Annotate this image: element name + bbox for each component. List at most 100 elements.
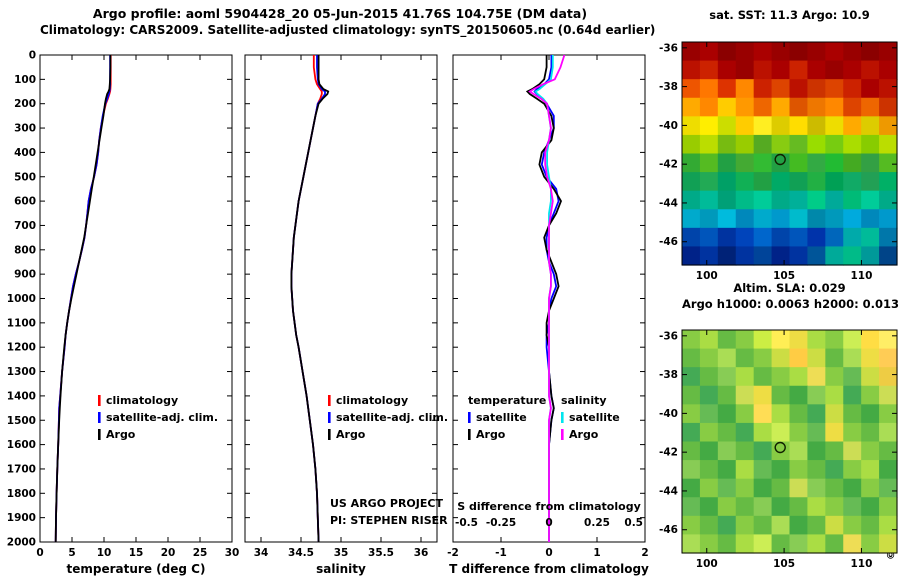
legend-label: Argo — [569, 428, 599, 441]
y-tick-label: 1800 — [7, 488, 36, 500]
y-tick-label: 1500 — [7, 415, 36, 427]
x-tick-label: 35 — [334, 547, 349, 559]
y-tick-label: 1400 — [7, 390, 36, 402]
x-tick-label: 36 — [414, 547, 429, 559]
map-y-tick-label: -46 — [659, 524, 678, 536]
x-tick-label: 2 — [641, 547, 648, 559]
inner-tick-label: 0.25 — [584, 517, 610, 529]
temperature-profile-xlabel: temperature (deg C) — [67, 562, 206, 576]
legend-marker — [468, 429, 471, 440]
sst-caption: sat. SST: 11.3 Argo: 10.9 — [709, 8, 870, 22]
map-y-tick-label: -46 — [659, 236, 678, 248]
legend-label: Argo — [476, 428, 506, 441]
map-y-tick-label: -44 — [659, 485, 678, 497]
temperature-profile-axes-box — [39, 54, 233, 543]
x-tick-label: 25 — [193, 547, 208, 559]
x-tick-label: 34.5 — [288, 547, 314, 559]
y-tick-label: 0 — [29, 50, 36, 62]
y-tick-label: 200 — [14, 98, 36, 110]
temperature-profile: 0 5 10 15 20 25 300100200300400500600700800900… — [7, 50, 240, 577]
salinity-profile-axes-box — [244, 54, 438, 543]
sst-map-border — [681, 41, 898, 266]
legend-label: Argo — [106, 428, 136, 441]
y-tick-label: 1900 — [7, 512, 36, 524]
inner-tick-label: -0.5 — [455, 517, 478, 529]
inner-tick-label: 0 — [545, 517, 552, 529]
y-tick-label: 400 — [14, 147, 36, 159]
x-tick-label: 15 — [129, 547, 144, 559]
difference-profile: -2 -1 0 1 2 T difference from climatology temp… — [447, 54, 649, 576]
x-tick-label: 0 — [545, 547, 552, 559]
annotation: PI: STEPHEN RISER — [330, 514, 448, 527]
y-tick-label: 1300 — [7, 366, 36, 378]
annotation: US ARGO PROJECT — [330, 497, 443, 510]
map-y-tick-label: -36 — [659, 330, 678, 342]
map-x-tick-label: 100 — [696, 558, 718, 570]
x-tick-label: 5 — [68, 547, 75, 559]
map-y-tick-label: -40 — [659, 408, 678, 420]
legend-marker — [468, 412, 471, 423]
x-tick-label: 20 — [161, 547, 176, 559]
legend-label: satellite-adj. clim. — [336, 411, 448, 424]
sla-caption: Altim. SLA: 0.029 — [733, 281, 846, 295]
y-tick-label: 300 — [14, 123, 36, 135]
inner-tick-label: -0.25 — [486, 517, 516, 529]
y-tick-label: 1200 — [7, 342, 36, 354]
y-tick-label: 500 — [14, 171, 36, 183]
legend-marker — [561, 429, 564, 440]
legend-marker — [328, 395, 331, 406]
legend-label: satellite — [476, 411, 527, 424]
salinity-profile-xlabel: salinity — [316, 562, 366, 576]
salinity-profile-series-Argo — [290, 55, 330, 543]
map-y-tick-label: -38 — [659, 369, 678, 381]
legend-header: temperature — [468, 394, 546, 407]
difference-profile-xlabel: T difference from climatology — [449, 562, 649, 576]
sst-map: 100 105 110 -36 -38 -40 -42 -44 -46 — [659, 41, 898, 282]
map-x-tick-label: 105 — [773, 558, 795, 570]
sla-map: 100 105 110 -36 -38 -40 -42 -44 -46 — [659, 329, 898, 570]
map-y-tick-label: -44 — [659, 197, 678, 209]
difference-profile-series-T-Argo — [525, 55, 562, 542]
y-tick-label: 900 — [14, 269, 36, 281]
y-tick-label: 700 — [14, 220, 36, 232]
legend-marker — [561, 412, 564, 423]
legend-marker — [98, 429, 101, 440]
figure-subtitle: Climatology: CARS2009. Satellite-adjuste… — [40, 23, 656, 37]
legend-label: climatology — [106, 394, 178, 407]
difference-profile-series-S-Argo — [528, 54, 566, 542]
y-tick-label: 800 — [14, 244, 36, 256]
map-x-tick-label: 100 — [696, 270, 718, 282]
legend-label: satellite — [569, 411, 620, 424]
legend-header: salinity — [561, 394, 607, 407]
map-y-tick-label: -42 — [659, 159, 678, 171]
argo-position-marker — [774, 153, 786, 166]
x-tick-label: 1 — [593, 547, 600, 559]
argo-height-caption: Argo h1000: 0.0063 h2000: 0.013 — [682, 297, 900, 311]
x-tick-label: 34 — [254, 547, 269, 559]
map-y-tick-label: -36 — [659, 42, 678, 54]
y-tick-label: 600 — [14, 196, 36, 208]
y-tick-label: 1600 — [7, 439, 36, 451]
sla-map-border — [681, 329, 898, 554]
x-tick-label: 0 — [36, 547, 43, 559]
y-tick-label: 1000 — [7, 293, 36, 305]
map-y-tick-label: -42 — [659, 447, 678, 459]
legend-marker — [98, 395, 101, 406]
map-y-tick-label: -40 — [659, 120, 678, 132]
salinity-profile: 34 34.5 35 35.5 36 salinity climatology satelli… — [244, 54, 448, 576]
y-tick-label: 2000 — [7, 537, 36, 549]
x-tick-label: -1 — [495, 547, 507, 559]
y-tick-label: 100 — [14, 74, 36, 86]
x-tick-label: -2 — [447, 547, 459, 559]
argo-position-marker — [774, 441, 786, 454]
legend-marker — [328, 429, 331, 440]
x-tick-label: 30 — [225, 547, 240, 559]
map-y-tick-label: -38 — [659, 81, 678, 93]
temperature-profile-series-Argo — [54, 55, 112, 543]
legend-label: Argo — [336, 428, 366, 441]
legend-label: satellite-adj. clim. — [106, 411, 218, 424]
legend-marker — [98, 412, 101, 423]
inner-axis-label: S difference from climatology — [457, 500, 641, 513]
